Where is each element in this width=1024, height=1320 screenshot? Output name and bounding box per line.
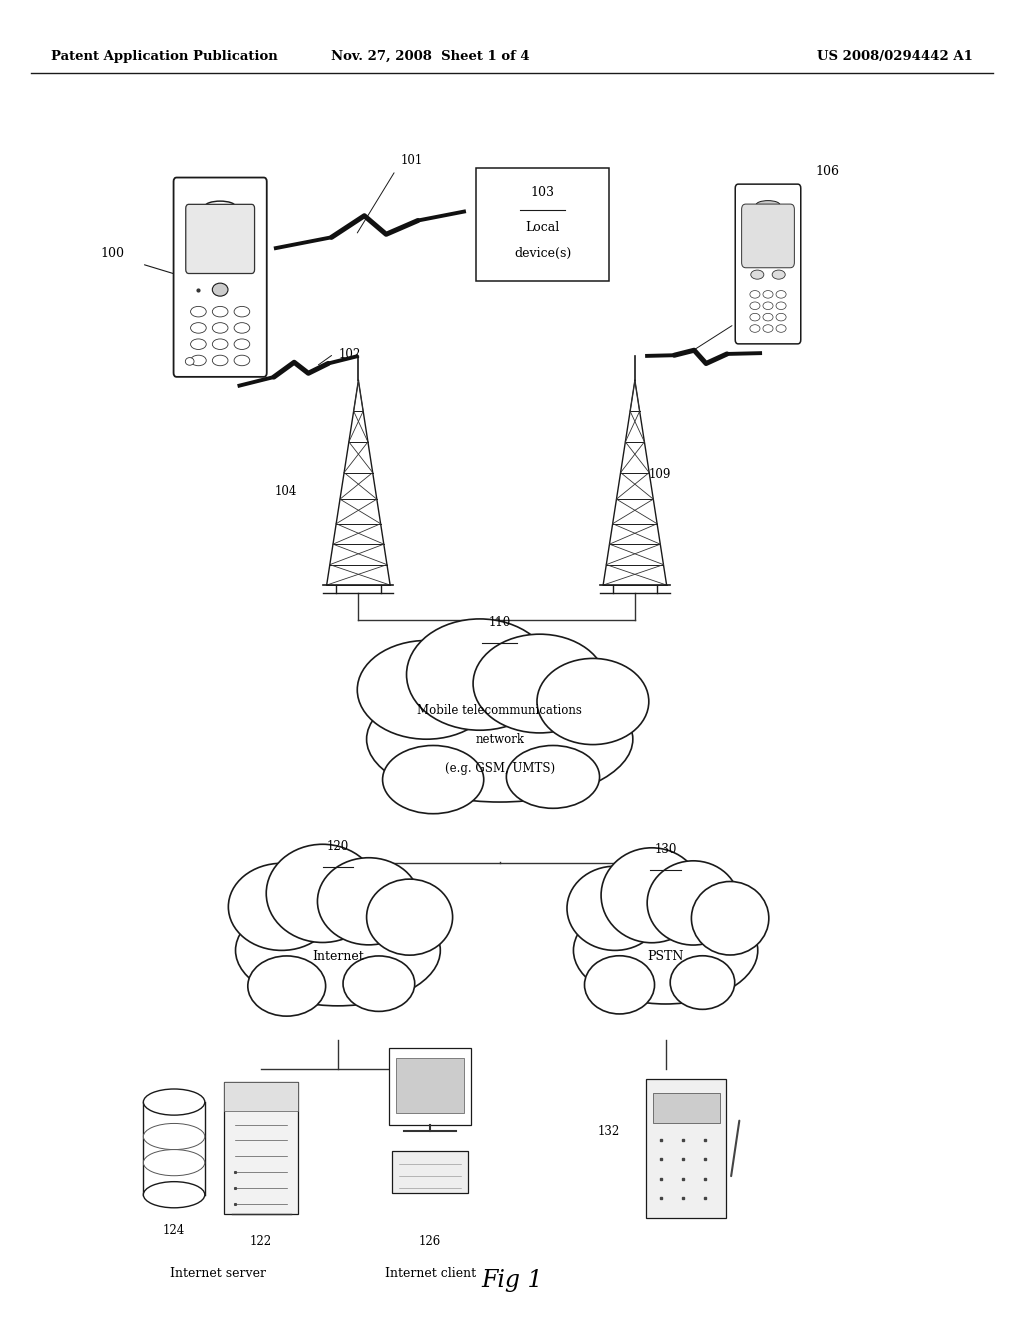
Ellipse shape	[776, 313, 786, 321]
Ellipse shape	[190, 355, 206, 366]
Ellipse shape	[750, 302, 760, 309]
Ellipse shape	[367, 879, 453, 956]
Ellipse shape	[671, 956, 735, 1010]
Ellipse shape	[143, 1089, 205, 1115]
Ellipse shape	[367, 676, 633, 803]
FancyBboxPatch shape	[735, 183, 801, 343]
Ellipse shape	[776, 325, 786, 333]
Ellipse shape	[143, 1150, 205, 1176]
Text: 130: 130	[654, 842, 677, 855]
Ellipse shape	[763, 325, 773, 333]
Ellipse shape	[185, 358, 195, 366]
Ellipse shape	[506, 746, 600, 808]
Ellipse shape	[750, 290, 760, 298]
Bar	[389, 1048, 471, 1125]
Ellipse shape	[776, 290, 786, 298]
Text: PSTN: PSTN	[647, 950, 684, 964]
Ellipse shape	[190, 322, 206, 333]
Ellipse shape	[772, 271, 785, 280]
Ellipse shape	[205, 201, 236, 211]
Bar	[646, 1080, 726, 1217]
Ellipse shape	[573, 896, 758, 1005]
Bar	[395, 1059, 465, 1113]
Ellipse shape	[763, 302, 773, 309]
Ellipse shape	[691, 882, 769, 954]
Text: 103: 103	[530, 186, 555, 199]
Text: Patent Application Publication: Patent Application Publication	[51, 50, 278, 63]
Text: 101: 101	[400, 154, 423, 166]
Ellipse shape	[234, 339, 250, 350]
Bar	[224, 1082, 298, 1111]
Ellipse shape	[234, 355, 250, 366]
Text: US 2008/0294442 A1: US 2008/0294442 A1	[817, 50, 973, 63]
Ellipse shape	[317, 858, 420, 945]
Text: device(s): device(s)	[514, 247, 571, 260]
Ellipse shape	[357, 640, 496, 739]
Ellipse shape	[473, 634, 606, 733]
Ellipse shape	[776, 302, 786, 309]
Ellipse shape	[143, 1181, 205, 1208]
Ellipse shape	[601, 847, 702, 942]
Text: 122: 122	[250, 1234, 272, 1247]
Text: 110: 110	[488, 615, 511, 628]
Ellipse shape	[567, 866, 663, 950]
Text: 102: 102	[339, 347, 361, 360]
Ellipse shape	[407, 619, 553, 730]
Ellipse shape	[212, 355, 228, 366]
Text: 120: 120	[327, 840, 349, 853]
Text: 132: 132	[597, 1125, 620, 1138]
Ellipse shape	[751, 271, 764, 280]
Bar	[476, 168, 609, 281]
Ellipse shape	[212, 306, 228, 317]
Ellipse shape	[343, 956, 415, 1011]
Ellipse shape	[228, 863, 335, 950]
FancyBboxPatch shape	[185, 205, 255, 273]
Ellipse shape	[756, 201, 780, 209]
Ellipse shape	[537, 659, 649, 744]
Ellipse shape	[143, 1123, 205, 1150]
Ellipse shape	[248, 956, 326, 1016]
Text: Mobile telecommunications: Mobile telecommunications	[417, 704, 583, 717]
Ellipse shape	[190, 306, 206, 317]
Text: 100: 100	[100, 247, 124, 260]
Ellipse shape	[763, 313, 773, 321]
Ellipse shape	[234, 306, 250, 317]
Text: 104: 104	[274, 484, 297, 498]
Text: network: network	[475, 733, 524, 746]
Text: 109: 109	[648, 467, 671, 480]
FancyBboxPatch shape	[173, 177, 266, 378]
Ellipse shape	[212, 282, 228, 296]
Text: 124: 124	[163, 1224, 185, 1237]
Text: 106: 106	[815, 165, 840, 178]
Bar	[652, 1093, 720, 1123]
Ellipse shape	[212, 339, 228, 350]
Text: Local: Local	[525, 220, 560, 234]
Ellipse shape	[763, 290, 773, 298]
Text: 126: 126	[419, 1234, 441, 1247]
Text: (e.g. GSM, UMTS): (e.g. GSM, UMTS)	[444, 762, 555, 775]
Text: 108: 108	[739, 318, 762, 331]
Text: Internet server: Internet server	[170, 1267, 265, 1280]
Text: Internet: Internet	[312, 950, 364, 964]
Ellipse shape	[647, 861, 739, 945]
Ellipse shape	[383, 746, 483, 813]
Ellipse shape	[190, 339, 206, 350]
Ellipse shape	[266, 845, 379, 942]
Ellipse shape	[585, 956, 654, 1014]
Ellipse shape	[236, 895, 440, 1006]
Ellipse shape	[212, 322, 228, 333]
FancyBboxPatch shape	[741, 205, 795, 268]
Ellipse shape	[750, 313, 760, 321]
Bar	[391, 1151, 469, 1193]
Text: Internet client: Internet client	[385, 1267, 475, 1280]
Ellipse shape	[750, 325, 760, 333]
Text: Fig 1: Fig 1	[481, 1269, 543, 1292]
Ellipse shape	[234, 322, 250, 333]
Text: Nov. 27, 2008  Sheet 1 of 4: Nov. 27, 2008 Sheet 1 of 4	[331, 50, 529, 63]
Bar	[224, 1082, 298, 1214]
